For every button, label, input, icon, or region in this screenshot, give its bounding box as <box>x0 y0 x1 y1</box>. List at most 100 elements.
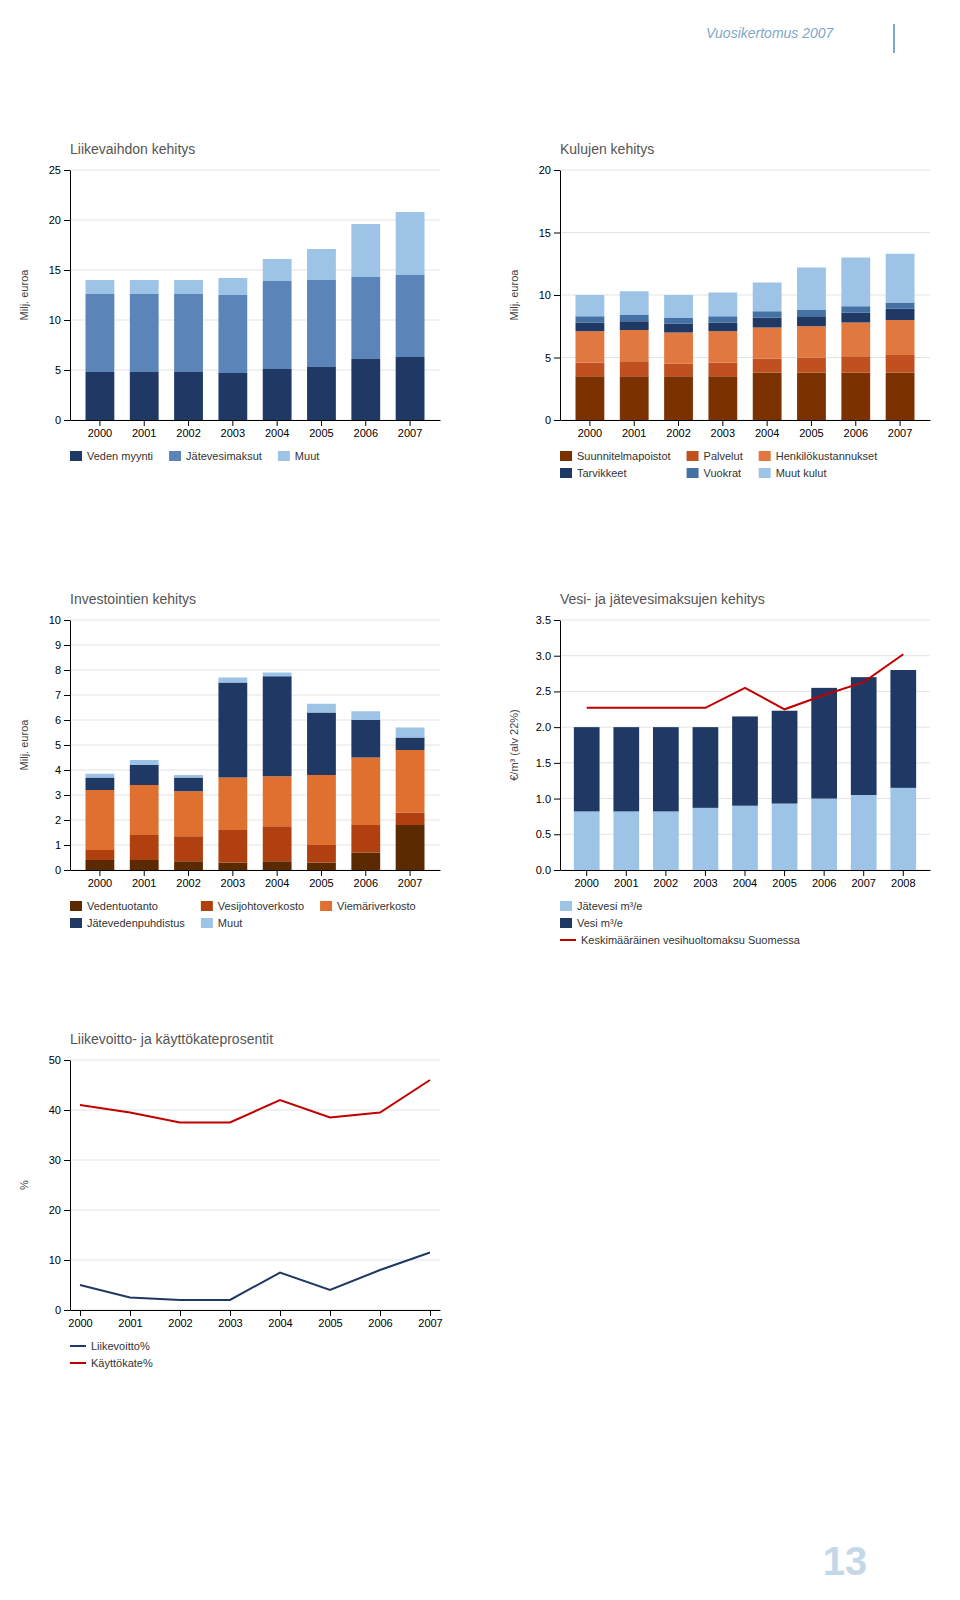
x-tick: 2001 <box>118 1310 142 1329</box>
bar <box>851 795 877 870</box>
bar <box>841 306 870 312</box>
bar <box>653 811 679 870</box>
legend-label: Vuokrat <box>704 467 742 479</box>
x-tick-label: 2003 <box>221 427 245 439</box>
bar <box>576 331 605 362</box>
bar <box>130 760 159 765</box>
x-tick-mark <box>380 1310 381 1316</box>
y-tick-label: 10 <box>49 1254 61 1266</box>
bar <box>797 326 826 357</box>
x-tick-mark <box>863 870 864 876</box>
y-tick-label: 25 <box>49 164 61 176</box>
x-tick-label: 2007 <box>398 427 422 439</box>
bar <box>851 677 877 795</box>
y-tick-label: 5 <box>55 364 61 376</box>
bar <box>218 278 247 295</box>
y-tick: 0.5 <box>536 828 560 840</box>
y-tick-mark <box>64 670 70 671</box>
bar <box>664 364 693 377</box>
grid-line <box>70 795 440 796</box>
x-tick: 2001 <box>132 420 156 439</box>
y-tick-mark <box>64 270 70 271</box>
grid-line <box>560 295 930 296</box>
legend-swatch <box>560 468 572 478</box>
legend-item: Tarvikkeet <box>560 467 627 479</box>
y-tick-label: 0.5 <box>536 828 551 840</box>
y-tick-label: 1.0 <box>536 793 551 805</box>
bar <box>307 713 336 776</box>
x-tick-mark <box>745 870 746 876</box>
x-tick-label: 2000 <box>574 877 598 889</box>
grid <box>70 620 440 870</box>
x-tick-label: 2006 <box>844 427 868 439</box>
y-tick-label: 4 <box>55 764 61 776</box>
x-tick: 2005 <box>318 1310 342 1329</box>
y-tick-label: 1.5 <box>536 757 551 769</box>
x-tick-mark <box>321 420 322 426</box>
y-axis-line <box>560 171 561 421</box>
y-tick-label: 10 <box>49 614 61 626</box>
y-tick: 0.0 <box>536 864 560 876</box>
bar <box>396 825 425 870</box>
bar <box>886 254 915 303</box>
x-tick-mark <box>626 870 627 876</box>
bar <box>576 295 605 316</box>
x-tick-mark <box>144 420 145 426</box>
bar <box>307 367 336 420</box>
bar <box>396 813 425 826</box>
y-tick-label: 0 <box>55 864 61 876</box>
y-tick: 25 <box>49 164 70 176</box>
grid-line <box>560 170 930 171</box>
y-axis: 01020304050 <box>49 1054 71 1316</box>
bar <box>218 683 247 778</box>
x-tick-mark <box>188 870 189 876</box>
x-tick-label: 2007 <box>888 427 912 439</box>
y-axis-title: Milj. euroa <box>18 719 30 771</box>
y-tick-label: 2.0 <box>536 721 551 733</box>
x-tick-mark <box>410 420 411 426</box>
y-tick-label: 15 <box>49 264 61 276</box>
y-tick: 10 <box>539 289 560 301</box>
y-tick: 15 <box>539 227 560 239</box>
y-tick-mark <box>64 1160 70 1161</box>
legend-swatch <box>759 468 771 478</box>
bar <box>351 720 380 758</box>
bar <box>708 316 737 322</box>
chart-title: Vesi- ja jätevesimaksujen kehitys <box>560 591 765 607</box>
bar <box>613 727 639 811</box>
grid <box>70 170 440 420</box>
x-tick-mark <box>230 1310 231 1316</box>
legend-swatch <box>560 939 576 941</box>
grid-line <box>70 1260 440 1261</box>
bar <box>86 774 115 778</box>
bar <box>811 799 837 870</box>
y-tick-mark <box>554 691 560 692</box>
x-tick-label: 2004 <box>268 1317 292 1329</box>
grid-line <box>70 820 440 821</box>
bar <box>797 373 826 421</box>
y-tick-mark <box>64 720 70 721</box>
x-tick-label: 2001 <box>614 877 638 889</box>
legend-item: Palvelut <box>687 450 743 462</box>
y-tick: 6 <box>55 714 70 726</box>
legend-item: Vuokrat <box>687 467 742 479</box>
page-number: 13 <box>823 1539 868 1583</box>
x-tick-mark <box>321 870 322 876</box>
y-tick-mark <box>554 656 560 657</box>
legend-item: Muut <box>201 917 242 929</box>
y-tick-label: 30 <box>49 1154 61 1166</box>
grid <box>70 1060 440 1310</box>
x-tick: 2001 <box>622 420 646 439</box>
bar <box>130 294 159 372</box>
x-tick-mark <box>277 870 278 876</box>
bar <box>174 861 203 870</box>
bar <box>772 711 798 804</box>
chart-title: Liikevoitto- ja käyttökateprosentit <box>70 1031 273 1047</box>
y-tick-label: 10 <box>49 314 61 326</box>
y-tick-label: 6 <box>55 714 61 726</box>
bar <box>708 323 737 332</box>
page-title: Vuosikertomus 2007 <box>706 25 835 41</box>
y-tick: 5 <box>55 739 70 751</box>
x-tick-mark <box>365 870 366 876</box>
y-tick-label: 3 <box>55 789 61 801</box>
